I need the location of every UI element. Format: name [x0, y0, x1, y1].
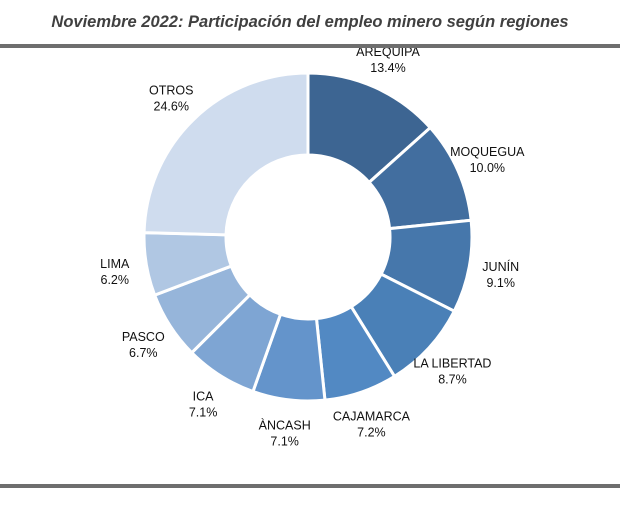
value-label: 7.1%: [189, 406, 218, 420]
slice-label-ancash: ÀNCASH 7.1%: [259, 418, 311, 449]
slice-label-moquegua: MOQUEGUA 10.0%: [450, 145, 525, 175]
category-label: PASCO: [122, 330, 165, 344]
value-label: 6.7%: [129, 346, 158, 360]
slice-label-pasco: PASCO 6.7%: [122, 330, 165, 360]
value-label: 13.4%: [370, 61, 405, 75]
chart-title: Noviembre 2022: Participación del empleo…: [51, 13, 569, 31]
slice-labels: AREQUIPA 13.4% MOQUEGUA 10.0% JUNÍN 9.1% LA LI…: [100, 48, 525, 449]
category-label: ÀNCASH: [259, 418, 311, 433]
value-label: 6.2%: [101, 273, 130, 287]
value-label: 7.1%: [270, 435, 299, 449]
value-label: 8.7%: [438, 372, 467, 386]
category-label: LIMA: [100, 257, 130, 271]
category-label: JUNÍN: [482, 259, 519, 274]
slice-otros: [142, 71, 310, 237]
slice-label-otros: OTROS 24.6%: [149, 84, 193, 114]
top-divider: [0, 44, 620, 48]
category-label: AREQUIPA: [356, 48, 420, 59]
value-label: 24.6%: [154, 100, 189, 114]
slice-label-ica: ICA 7.1%: [189, 390, 218, 420]
category-label: LA LIBERTAD: [413, 356, 491, 370]
donut-chart: AREQUIPA 13.4% MOQUEGUA 10.0% JUNÍN 9.1% LA LI…: [100, 48, 525, 449]
slice-label-cajamarca: CAJAMARCA 7.2%: [333, 409, 411, 439]
slice-label-lima: LIMA 6.2%: [100, 257, 130, 287]
value-label: 10.0%: [470, 161, 505, 175]
donut-slices: [142, 71, 474, 403]
category-label: OTROS: [149, 84, 193, 98]
slice-label-la-libertad: LA LIBERTAD 8.7%: [413, 356, 491, 386]
category-label: ICA: [193, 390, 215, 404]
bottom-divider: [0, 484, 620, 488]
value-label: 7.2%: [357, 425, 386, 439]
value-label: 9.1%: [486, 276, 515, 290]
category-label: MOQUEGUA: [450, 145, 525, 159]
category-label: CAJAMARCA: [333, 409, 411, 423]
slice-label-arequipa: AREQUIPA 13.4%: [356, 48, 420, 75]
slice-label-junin: JUNÍN 9.1%: [482, 259, 519, 290]
